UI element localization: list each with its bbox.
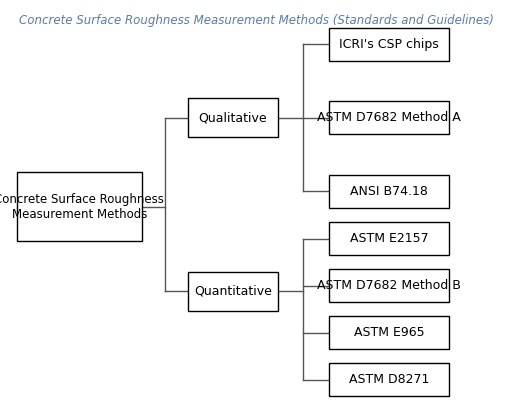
FancyBboxPatch shape [329, 101, 450, 134]
FancyBboxPatch shape [329, 316, 450, 349]
Text: Qualitative: Qualitative [199, 111, 267, 124]
Text: ASTM D7682 Method A: ASTM D7682 Method A [317, 111, 461, 124]
FancyBboxPatch shape [329, 269, 450, 302]
Text: Quantitative: Quantitative [194, 285, 272, 298]
Text: ASTM E965: ASTM E965 [354, 326, 424, 339]
FancyBboxPatch shape [329, 222, 450, 255]
Text: Concrete Surface Roughness Measurement Methods (Standards and Guidelines): Concrete Surface Roughness Measurement M… [18, 14, 494, 27]
FancyBboxPatch shape [188, 98, 278, 137]
Text: ICRI's CSP chips: ICRI's CSP chips [339, 38, 439, 51]
FancyBboxPatch shape [329, 175, 450, 208]
Text: ANSI B74.18: ANSI B74.18 [350, 185, 428, 198]
FancyBboxPatch shape [329, 363, 450, 396]
FancyBboxPatch shape [16, 172, 142, 240]
FancyBboxPatch shape [188, 272, 278, 311]
Text: ASTM D7682 Method B: ASTM D7682 Method B [317, 279, 461, 292]
Text: Concrete Surface Roughness
Measurement Methods: Concrete Surface Roughness Measurement M… [0, 192, 164, 221]
FancyBboxPatch shape [329, 28, 450, 61]
Text: ASTM D8271: ASTM D8271 [349, 373, 429, 387]
Text: ASTM E2157: ASTM E2157 [350, 232, 429, 245]
